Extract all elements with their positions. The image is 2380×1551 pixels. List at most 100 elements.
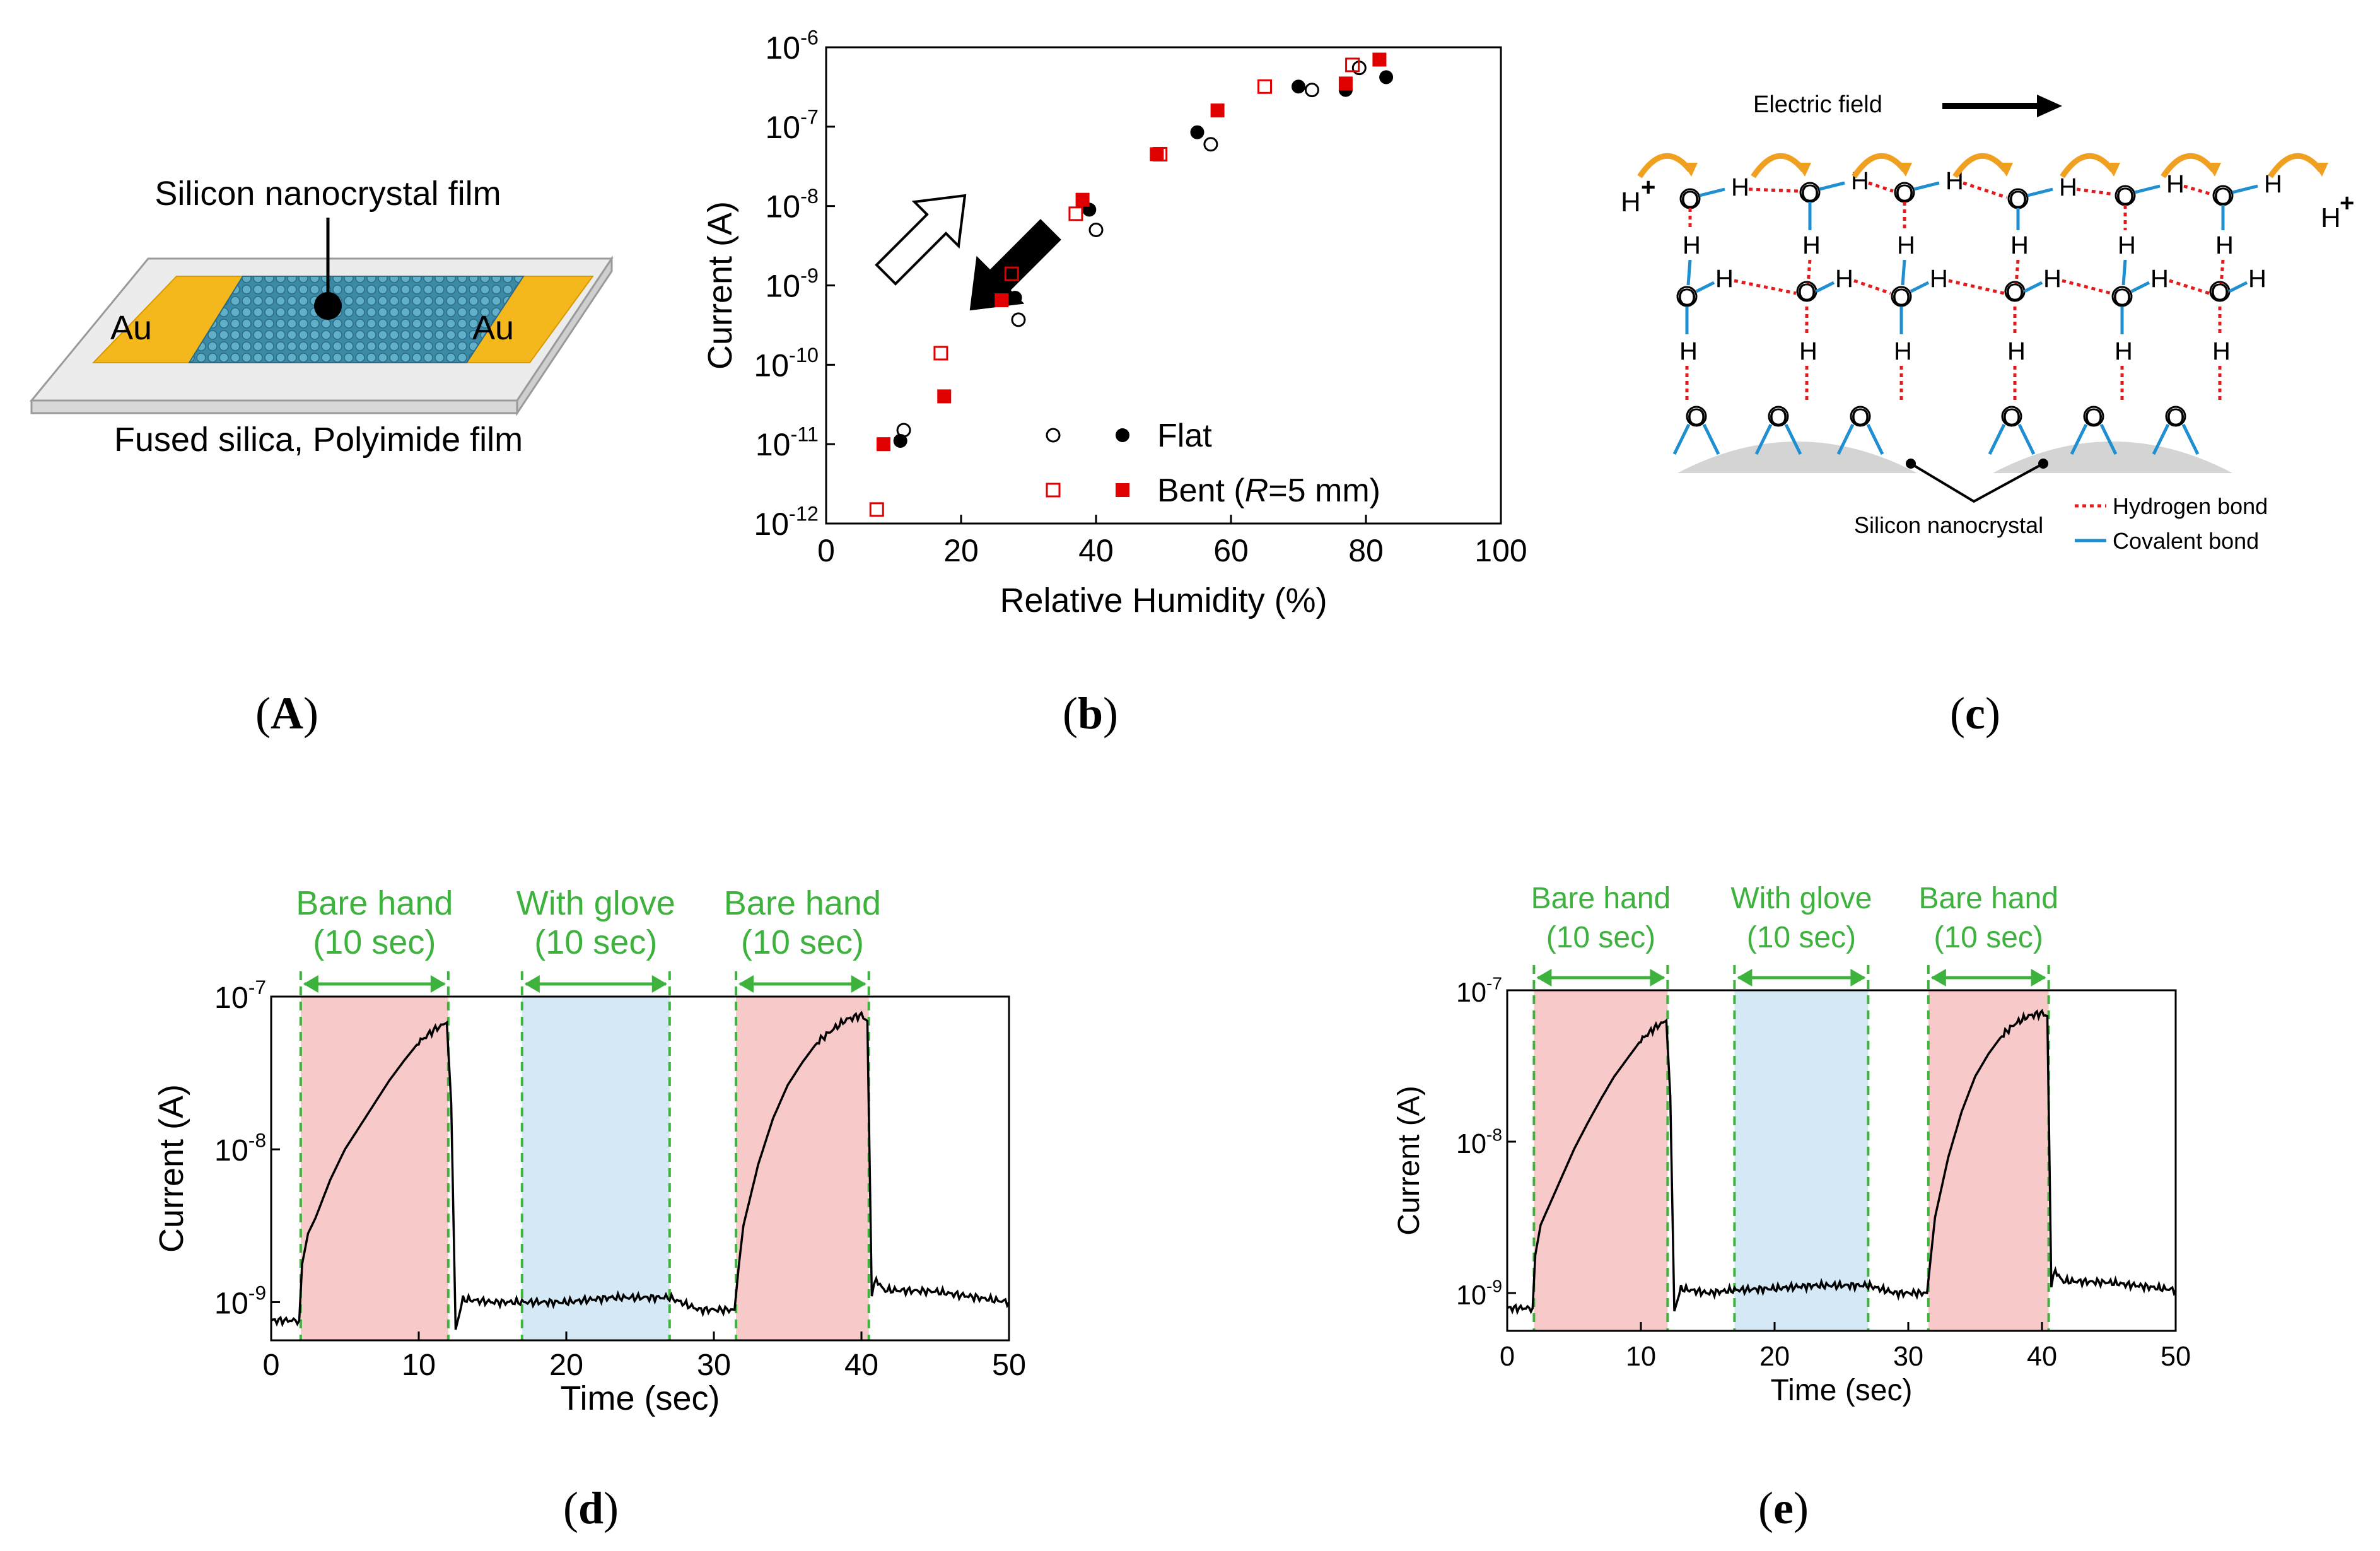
interval-arrowhead-left	[1737, 969, 1753, 986]
oxygen-label: O	[1681, 187, 1700, 213]
shaded-interval	[300, 997, 448, 1340]
substrate-edge	[30, 399, 518, 414]
covalent-bond	[1672, 423, 1691, 455]
interval-arrowhead-left	[738, 975, 754, 993]
data-point-bent-open	[1345, 57, 1360, 73]
legend-covalent-label: Covalent bond	[2113, 528, 2259, 554]
data-point-bent	[1075, 192, 1090, 207]
x-tick-label: 0	[817, 533, 835, 568]
data-point-bent-open	[933, 346, 948, 361]
oxygen-label: O	[1851, 404, 1870, 431]
data-point-flat-open	[1203, 137, 1218, 152]
interval-arrowhead-right	[1650, 969, 1665, 986]
x-tick-label: 50	[992, 1348, 1026, 1382]
interval-arrowhead-right	[430, 975, 446, 993]
chart-d: Bare hand(10 sec)With glove(10 sec)Bare …	[153, 884, 1026, 1417]
nanocrystal-pointer-line	[1910, 462, 2044, 503]
oxygen-label: O	[2005, 279, 2024, 306]
proton-hop-arrowhead	[1683, 163, 1698, 177]
hydrogen-atom: H	[2150, 265, 2169, 293]
hydrogen-bond	[1963, 181, 2007, 199]
covalent-bond	[2070, 423, 2088, 455]
interval-duration: (10 sec)	[741, 923, 864, 961]
data-point-bent	[995, 293, 1009, 308]
x-tick-label: 40	[2027, 1342, 2057, 1372]
proton-left-charge: +	[1641, 173, 1655, 201]
shaded-interval	[1534, 990, 1668, 1331]
interval-arrowhead-left	[1930, 969, 1946, 986]
panel-b-caption: (b)	[1063, 688, 1119, 739]
x-tick-label: 40	[844, 1348, 878, 1382]
covalent-bond	[1819, 181, 1845, 191]
proton-hop-arrowhead	[1796, 163, 1811, 177]
covalent-bond	[1695, 281, 1715, 293]
panel-a-diagram: Silicon nanocrystal film Au Au Fused sil…	[29, 175, 614, 459]
legend-label-flat: Flat	[1157, 418, 1212, 454]
hydrogen-atom: H	[2043, 265, 2062, 293]
interval-duration: (10 sec)	[1546, 921, 1655, 954]
oxygen-label: O	[1800, 180, 1819, 207]
covalent-bond	[1815, 281, 1835, 293]
legend-marker-flat	[1116, 428, 1129, 442]
hydrogen-atom: H	[2115, 337, 2133, 365]
interval-arrowhead-right	[1850, 969, 1866, 986]
hydrogen-bond	[1734, 279, 1797, 295]
oxygen-atom	[2083, 406, 2104, 427]
interval-label: With glove	[516, 884, 675, 922]
hydrogen-atom: H	[1897, 231, 1915, 259]
hydrogen-atom: H	[1679, 337, 1698, 365]
covalent-bond	[2232, 184, 2258, 194]
covalent-bond	[2130, 281, 2150, 293]
nanocrystal-label: Silicon nanocrystal	[1854, 512, 2043, 538]
hydrogen-bond	[1868, 181, 1894, 193]
covalent-bond	[2099, 423, 2118, 455]
y-axis-label: Current (A)	[1392, 1086, 1426, 1235]
oxygen-label: O	[2002, 404, 2021, 431]
y-tick-label: 10-8	[214, 1128, 266, 1168]
covalent-bond	[2228, 281, 2248, 293]
hydrogen-bond	[1948, 279, 2005, 295]
data-point-flat-open	[1088, 223, 1104, 238]
y-tick-label: 10-9	[765, 264, 819, 304]
x-tick-label: 0	[1500, 1342, 1515, 1372]
covalent-bond	[2121, 259, 2127, 286]
hydrogen-atom: H	[1715, 265, 1734, 293]
data-point-bent-open	[1153, 146, 1168, 161]
oxygen-atom	[1850, 406, 1871, 427]
covalent-bond	[2152, 423, 2170, 455]
covalent-bond	[1910, 281, 1930, 293]
y-tick-label: 10-6	[765, 26, 819, 66]
panel-c-caption: (c)	[1950, 688, 2000, 739]
y-tick-label: 10-9	[214, 1282, 266, 1321]
oxygen-label: O	[1687, 404, 1706, 431]
interval-arrowhead-left	[303, 975, 318, 993]
proton-hop-arrow	[1751, 153, 1806, 179]
interval-arrowhead-right	[651, 975, 667, 993]
hydrogen-atom: H	[2010, 231, 2029, 259]
hydrogen-atom: H	[1930, 265, 1948, 293]
hydrogen-bond	[2062, 279, 2112, 295]
interval-duration: (10 sec)	[1934, 921, 2043, 954]
y-axis-label: Current (A)	[153, 1084, 190, 1253]
data-point-bent-open	[869, 502, 884, 517]
data-point-flat	[1379, 70, 1394, 85]
hydrogen-atom: H	[2248, 265, 2266, 293]
interval-label: Bare hand	[1531, 882, 1671, 915]
oxygen-label: O	[2210, 279, 2229, 306]
proton-right-charge: +	[2340, 189, 2354, 217]
plot-frame	[270, 995, 1010, 1342]
x-tick-label: 0	[262, 1348, 279, 1382]
current-trace	[1507, 1009, 2177, 1316]
proton-hop-arrowhead	[2105, 163, 2120, 177]
data-point-bent	[876, 437, 890, 452]
covalent-bond	[1866, 423, 1884, 455]
interval-arrowhead-right	[2031, 969, 2046, 986]
interval-label: Bare hand	[296, 884, 453, 922]
y-axis-label: Current (A)	[701, 201, 739, 370]
x-tick-label: 20	[549, 1348, 583, 1382]
legend-marker-bent	[1116, 483, 1129, 497]
x-tick-label: 40	[1078, 533, 1114, 568]
panel-d-caption: (d)	[563, 1483, 619, 1533]
oxygen-label: O	[1677, 284, 1696, 311]
interval-duration: (10 sec)	[1747, 921, 1856, 954]
